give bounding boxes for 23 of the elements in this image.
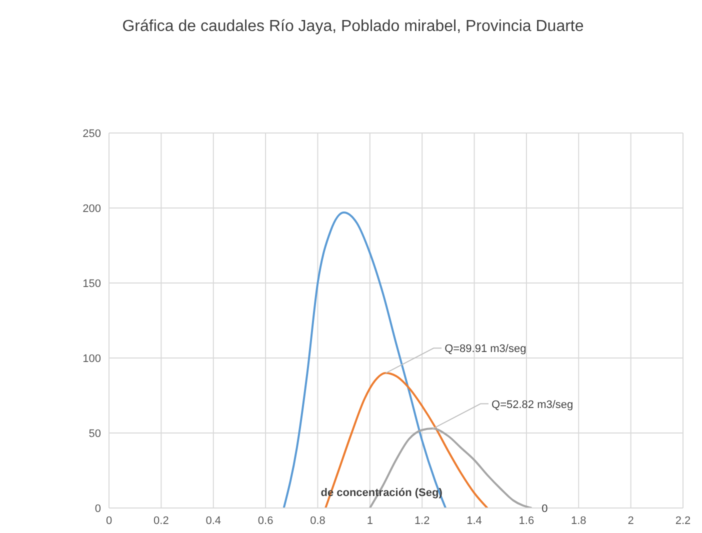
y-tick-label: 100 (82, 352, 101, 365)
y-tick-label: 250 (82, 128, 101, 140)
y-tick-label: 0 (94, 502, 101, 515)
y-tick-label: 50 (88, 428, 101, 440)
x-tick-label: 1.6 (518, 514, 534, 527)
x-tick-label: 2.2 (675, 514, 691, 527)
y-tick-label: 150 (82, 278, 101, 290)
chart-title: Gráfica de caudales Río Jaya, Poblado mirabel, Provincia Duarte (121, 18, 585, 36)
line-series (282, 212, 447, 508)
x-tick-label: 1.4 (466, 514, 482, 527)
x-tick-label: 0.8 (310, 514, 326, 527)
x-tick-label: 0.6 (258, 514, 274, 527)
x-tick-label: 1.8 (570, 514, 586, 527)
x-tick-label: 0 (106, 514, 112, 527)
annotation: Q=89.91 m3/seg (444, 343, 526, 356)
x-tick-label: 1 (366, 514, 373, 527)
x-tick-label: 0.2 (154, 514, 169, 527)
x-tick-label: 1.2 (414, 514, 430, 527)
x-tick-label: 2 (628, 514, 634, 527)
annotation: 0 (542, 503, 548, 515)
x-tick-label: 0.4 (206, 514, 222, 527)
annotation: Q=52.82 m3/seg (492, 398, 574, 411)
y-tick-label: 200 (82, 202, 101, 215)
